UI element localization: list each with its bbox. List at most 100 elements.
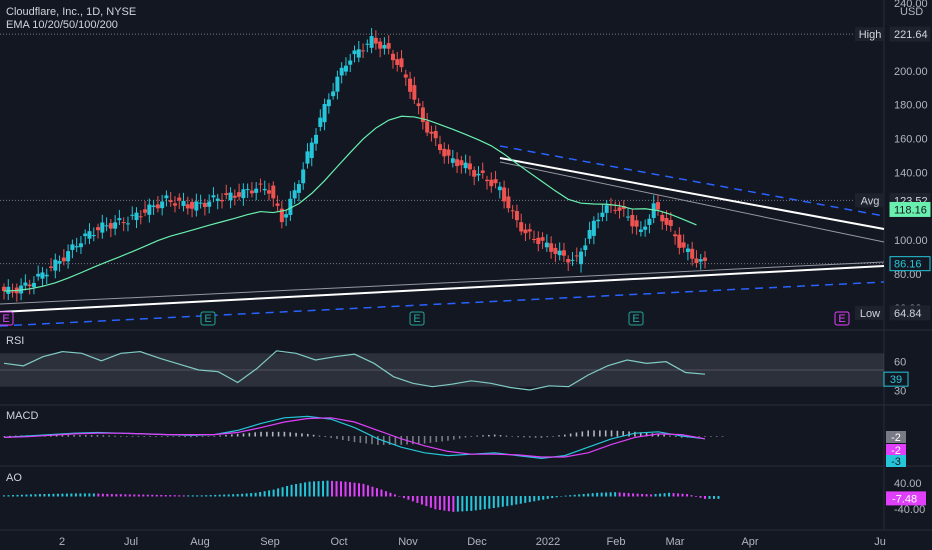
- candle-body: [288, 198, 293, 215]
- macd-histogram-bar: [184, 436, 186, 438]
- candle-body: [467, 163, 472, 170]
- macd-histogram-bar: [663, 434, 665, 437]
- candle-body: [651, 203, 656, 218]
- candle-body: [348, 60, 353, 65]
- ao-bar: [420, 496, 423, 505]
- candle-body: [617, 207, 622, 211]
- ao-bar: [218, 494, 221, 497]
- ao-bar: [704, 496, 706, 499]
- ao-bar: [542, 496, 545, 500]
- ao-bar: [322, 480, 325, 497]
- macd-pane-label[interactable]: MACD: [6, 410, 39, 422]
- ao-bar: [659, 493, 662, 497]
- ao-bar: [7, 495, 10, 497]
- candle-body: [125, 223, 130, 225]
- candle-body: [249, 190, 254, 194]
- macd-histogram-bar: [160, 436, 163, 437]
- price-tag-value: 221.64: [894, 29, 928, 41]
- ao-bar: [110, 494, 113, 497]
- ao-bar: [699, 496, 702, 498]
- ao-bar: [636, 493, 639, 497]
- candle-body: [134, 212, 139, 221]
- price-tick-label: 180.00: [894, 100, 928, 112]
- candle-body: [630, 214, 635, 227]
- ao-bar: [331, 480, 334, 497]
- ao-bar: [250, 493, 253, 497]
- candle-body: [677, 234, 682, 248]
- candle-body: [219, 199, 224, 202]
- macd-histogram-bar: [482, 435, 484, 437]
- ao-bar: [281, 487, 284, 497]
- time-tick-label: 2: [59, 536, 65, 548]
- candle-body: [228, 192, 233, 201]
- price-tag-value: 118.16: [894, 204, 927, 216]
- candle-body: [638, 229, 643, 232]
- indicator-title[interactable]: EMA 10/20/50/100/200: [6, 19, 118, 31]
- price-tag-label-box: [855, 193, 885, 208]
- macd-histogram-bar: [295, 432, 297, 437]
- macd-histogram-bar: [528, 436, 531, 438]
- time-tick-label: Mar: [666, 536, 685, 548]
- macd-histogram-bar: [14, 435, 17, 437]
- candle-body: [416, 103, 421, 107]
- macd-value: -3: [891, 456, 901, 468]
- candle-body: [301, 169, 306, 184]
- ao-bar: [668, 492, 671, 497]
- candle-body: [489, 179, 494, 187]
- candle-body: [202, 202, 207, 208]
- candle-body: [108, 223, 113, 229]
- symbol-title[interactable]: Cloudflare, Inc., 1D, NYSE: [6, 6, 137, 18]
- price-tag-value: 64.84: [894, 308, 922, 320]
- candle-body: [100, 222, 105, 233]
- time-tick-label: Nov: [398, 536, 418, 548]
- candle-body: [232, 195, 237, 198]
- candle-body: [497, 186, 502, 191]
- macd-value-box: [886, 431, 906, 443]
- candle-body: [292, 190, 297, 199]
- candle-body: [536, 237, 541, 245]
- candle-body: [151, 205, 156, 207]
- macd-histogram-bar: [324, 436, 327, 438]
- ao-bar: [362, 483, 365, 497]
- candle-body: [121, 222, 126, 224]
- price-tick-label: 160.00: [894, 134, 928, 146]
- ao-bar: [519, 496, 522, 504]
- ao-bar: [3, 495, 5, 497]
- macd-histogram-bar: [634, 431, 636, 437]
- ao-pane-label[interactable]: AO: [6, 472, 22, 484]
- ao-bar: [438, 496, 441, 510]
- candle-body: [681, 242, 686, 248]
- candle-body: [685, 248, 690, 253]
- macd-histogram-bar: [645, 432, 648, 437]
- macd-histogram-bar: [721, 436, 724, 437]
- rsi-pane-label[interactable]: RSI: [6, 335, 25, 347]
- ao-bar: [133, 494, 136, 497]
- macd-histogram-bar: [593, 430, 595, 437]
- ao-bar: [299, 483, 302, 497]
- candle-body: [472, 170, 477, 177]
- candle-body: [305, 151, 310, 164]
- ao-bar: [645, 494, 648, 497]
- macd-histogram-bar: [552, 436, 554, 437]
- candle-body: [66, 251, 71, 262]
- candle-body: [224, 193, 229, 195]
- ao-bar: [169, 495, 172, 497]
- ao-bar: [695, 496, 698, 497]
- resistance-trendline: [499, 157, 885, 230]
- ao-bar: [236, 494, 239, 497]
- ao-bar: [155, 494, 158, 497]
- ao-bar: [200, 495, 203, 497]
- candle-body: [352, 50, 357, 55]
- price-tag-box: [889, 26, 931, 42]
- price-tag-label: High: [859, 29, 882, 41]
- ao-bar: [295, 484, 298, 497]
- macd-histogram-bar: [400, 436, 403, 445]
- candle-body: [331, 91, 336, 97]
- ao-bar: [416, 496, 419, 503]
- macd-histogram-bar: [149, 436, 151, 437]
- macd-histogram-bar: [90, 435, 93, 437]
- candle-body: [262, 188, 267, 191]
- candle-body: [61, 257, 66, 262]
- macd-histogram-bar: [277, 431, 280, 437]
